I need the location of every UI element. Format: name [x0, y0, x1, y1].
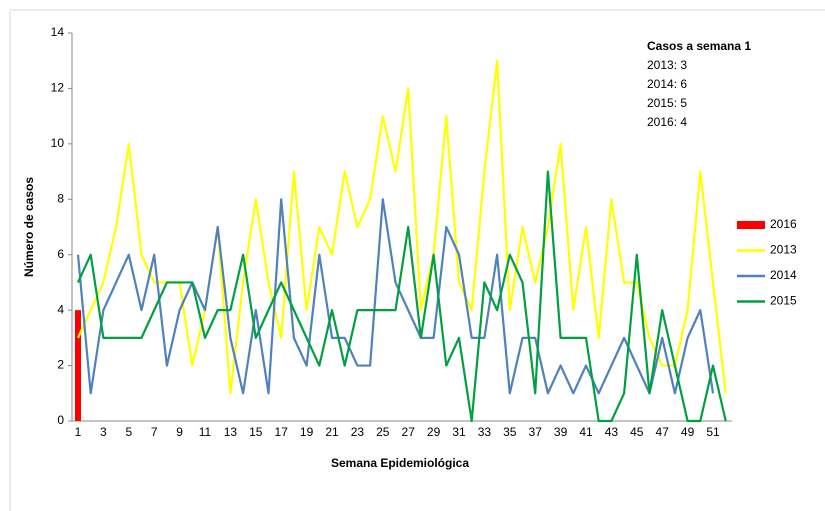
y-tick-label: 2 [57, 358, 64, 372]
annotation: 2015: 5 [647, 96, 687, 110]
y-axis-label: Número de casos [22, 177, 36, 277]
x-tick-label: 47 [656, 425, 670, 439]
x-tick-label: 29 [427, 425, 441, 439]
x-tick-label: 33 [478, 425, 492, 439]
x-axis-label: Semana Epidemiológica [331, 456, 469, 470]
y-tick-label: 8 [57, 191, 64, 205]
x-tick-label: 45 [630, 425, 644, 439]
y-tick-label: 14 [51, 25, 65, 39]
x-tick-label: 1 [75, 425, 82, 439]
x-tick-label: 5 [125, 425, 132, 439]
x-tick-label: 9 [176, 425, 183, 439]
y-tick-label: 4 [57, 302, 64, 316]
legend-label: 2016 [770, 217, 797, 231]
x-tick-label: 39 [554, 425, 568, 439]
x-tick-label: 15 [249, 425, 263, 439]
line [76, 198, 715, 395]
x-tick-label: 3 [100, 425, 107, 439]
annotation: 2016: 4 [647, 115, 687, 129]
line [76, 59, 727, 395]
x-tick-label: 19 [300, 425, 314, 439]
line [76, 170, 727, 423]
y-tick-label: 0 [57, 413, 64, 427]
x-tick-label: 49 [681, 425, 695, 439]
x-tick-label: 7 [151, 425, 158, 439]
x-tick-label: 37 [529, 425, 543, 439]
chart-border [9, 9, 825, 511]
x-tick-label: 11 [199, 425, 212, 439]
bar [75, 310, 81, 421]
x-tick-label: 25 [376, 425, 390, 439]
annotation: 2014: 6 [647, 77, 687, 91]
annotation: Casos a semana 1 [647, 39, 751, 53]
y-tick-label: 6 [57, 247, 64, 261]
legend-swatch [737, 221, 765, 229]
x-tick-label: 27 [402, 425, 416, 439]
x-tick-label: 35 [503, 425, 517, 439]
x-tick-label: 17 [275, 425, 289, 439]
x-tick-label: 43 [605, 425, 619, 439]
legend-label: 2015 [770, 294, 797, 308]
x-tick-label: 21 [325, 425, 339, 439]
y-tick-label: 12 [51, 81, 65, 95]
legend-label: 2014 [770, 268, 797, 282]
legend-label: 2013 [770, 243, 797, 257]
x-tick-label: 31 [452, 425, 466, 439]
annotation: 2013: 3 [647, 58, 687, 72]
y-tick-label: 10 [51, 136, 65, 150]
x-tick-label: 41 [579, 425, 593, 439]
x-tick-label: 51 [706, 425, 720, 439]
x-tick-label: 23 [351, 425, 365, 439]
x-tick-label: 13 [224, 425, 238, 439]
